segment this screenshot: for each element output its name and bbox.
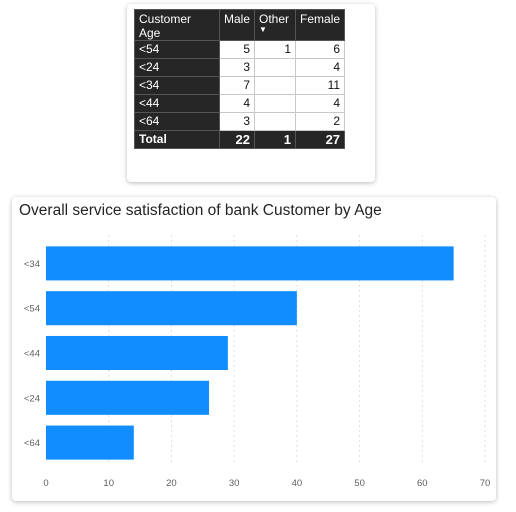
row-header[interactable]: <64 (134, 112, 220, 131)
total-other: 1 (254, 130, 297, 149)
total-row: Total 22 1 27 (134, 130, 346, 149)
total-label: Total (134, 130, 220, 149)
cell-male: 4 (218, 94, 256, 113)
bar-chart-canvas: <34 <54 <44 <24 <64 0 10 20 30 40 50 60 70 (24, 235, 490, 489)
x-tick-label: 20 (166, 478, 177, 489)
value-axis: 0 10 20 30 40 50 60 70 (43, 478, 490, 489)
cell-male: 7 (218, 76, 256, 95)
cell-male: 3 (218, 112, 256, 131)
table-row: <44 4 4 (134, 94, 346, 113)
bar[interactable] (46, 335, 228, 371)
cell-other (254, 94, 297, 113)
bar[interactable] (46, 246, 454, 281)
cell-other (254, 58, 297, 77)
x-tick-label: 30 (229, 478, 240, 489)
category-label: <54 (24, 304, 40, 315)
cell-male: 5 (218, 40, 256, 59)
matrix-header-row: Customer Age Male Other ▼ Female (134, 9, 346, 41)
cell-other (254, 76, 297, 95)
bar-chart-visual: <34 <54 <44 <24 <64 0 10 20 30 40 50 60 70 Overall … (12, 197, 496, 501)
table-row: <24 3 4 (134, 58, 346, 77)
total-female: 27 (295, 130, 346, 149)
row-header[interactable]: <34 (134, 76, 220, 95)
column-header-other[interactable]: Other ▼ (254, 9, 297, 41)
cell-female: 2 (295, 112, 346, 131)
x-tick-label: 10 (103, 478, 114, 489)
cell-other: 1 (254, 40, 297, 59)
category-label: <64 (24, 438, 40, 449)
x-tick-label: 40 (292, 478, 303, 489)
chart-title: Overall service satisfaction of bank Cus… (19, 202, 382, 219)
total-male: 22 (218, 130, 256, 149)
row-header[interactable]: <44 (134, 94, 220, 113)
table-row: <34 7 11 (134, 76, 346, 95)
customer-age-matrix: Customer Age Male Other ▼ Female <54 5 1 … (134, 9, 346, 149)
cell-female: 11 (295, 76, 346, 95)
row-header[interactable]: <24 (134, 58, 220, 77)
x-tick-label: 50 (354, 478, 365, 489)
bars (46, 246, 454, 460)
cell-male: 3 (218, 58, 256, 77)
category-label: <34 (24, 259, 40, 270)
column-header-label: Female (300, 12, 341, 26)
table-row: <54 5 1 6 (134, 40, 346, 59)
column-header-label: Customer Age (139, 12, 192, 40)
cell-female: 6 (295, 40, 346, 59)
row-header[interactable]: <54 (134, 40, 220, 59)
bar[interactable] (46, 425, 134, 460)
column-header-female[interactable]: Female (295, 9, 346, 41)
x-tick-label: 60 (417, 478, 428, 489)
column-header-label: Other (259, 12, 290, 26)
category-label: <24 (24, 393, 40, 404)
cell-other (254, 112, 297, 131)
bar[interactable] (46, 291, 297, 326)
cell-female: 4 (295, 58, 346, 77)
category-label: <44 (24, 349, 40, 360)
column-header-customer-age[interactable]: Customer Age (134, 9, 220, 41)
x-tick-label: 70 (480, 478, 491, 489)
cell-female: 4 (295, 94, 346, 113)
x-tick-label: 0 (43, 478, 48, 489)
column-header-label: Male (224, 12, 251, 26)
bar[interactable] (46, 380, 210, 415)
sort-descending-icon[interactable]: ▼ (259, 25, 267, 34)
category-axis: <34 <54 <44 <24 <64 (24, 259, 40, 449)
column-header-male[interactable]: Male (218, 9, 256, 41)
matrix-visual: Customer Age Male Other ▼ Female <54 5 1 … (127, 4, 375, 182)
table-row: <64 3 2 (134, 112, 346, 131)
